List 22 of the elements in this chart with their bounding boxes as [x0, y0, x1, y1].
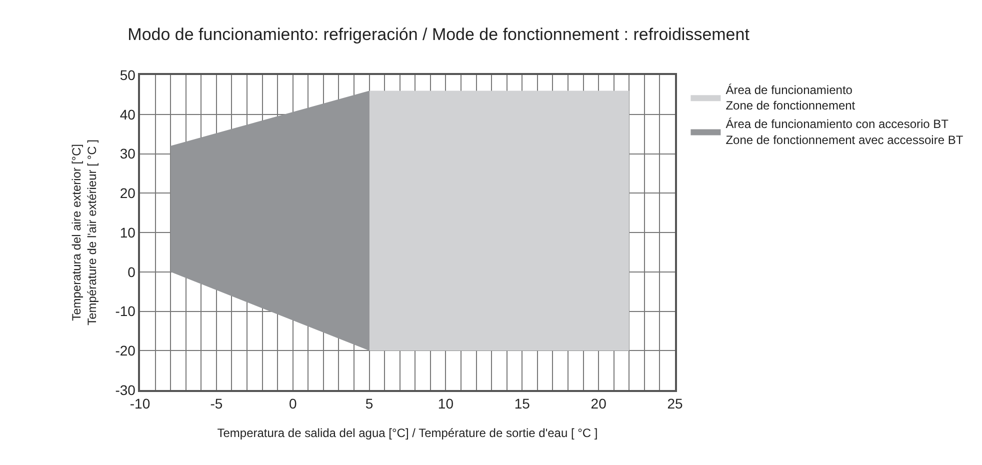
x-tick-label: 10 [438, 396, 454, 412]
x-tick-label: 0 [288, 396, 297, 412]
y-tick-label: 20 [120, 185, 136, 202]
x-tick-label: -5 [210, 396, 223, 412]
chart-title: Modo de funcionamiento: refrigeración / Mode de fonctionnement : refroidissement [128, 24, 750, 44]
x-tick-label: 25 [667, 396, 683, 412]
x-tick-label: 5 [365, 396, 374, 412]
legend-label: Área de funcionamiento Zone de fonctionnement [726, 82, 856, 113]
y-tick-label: 50 [120, 66, 136, 83]
y-tick-label: -20 [115, 342, 136, 359]
x-tick-label: 20 [590, 396, 607, 412]
y-tick-label: 30 [120, 146, 136, 162]
x-axis-title: Temperatura de salida del agua [°C] / Température de sortie d'eau [ °C ] [217, 426, 598, 440]
y-tick-label: 40 [120, 106, 136, 122]
y-axis-title: Temperatura del aire exterior [°C] Température de l'air extérieur [ °C ] [69, 140, 100, 326]
legend-label: Área de funcionamiento con accesorio BT Zone de fonctionnement avec accessoire BT [726, 117, 964, 147]
y-tick-label: 10 [120, 224, 136, 240]
x-tick-label: 15 [514, 396, 530, 412]
y-tick-label: 0 [128, 264, 136, 280]
y-tick-label: -10 [115, 303, 136, 320]
y-tick-label: -30 [115, 382, 136, 398]
x-tick-label: -10 [130, 396, 150, 412]
